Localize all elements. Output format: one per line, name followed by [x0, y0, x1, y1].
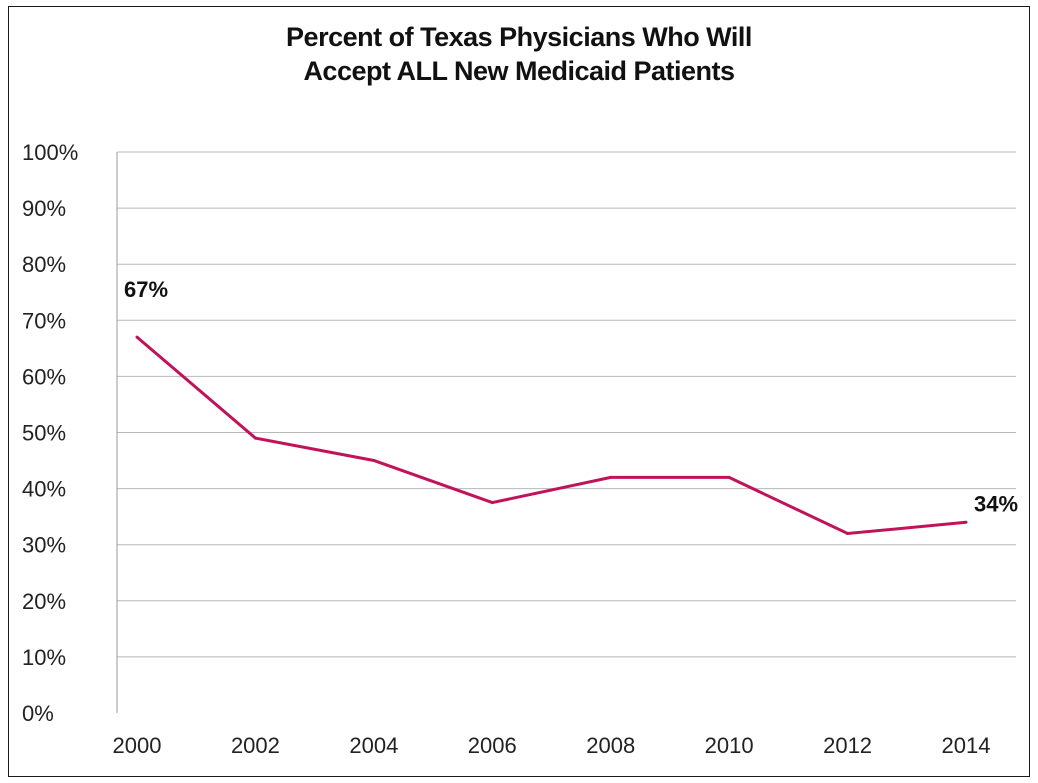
- data-point: [253, 436, 257, 440]
- gridlines: [116, 151, 1016, 713]
- x-tick-label: 2002: [231, 733, 280, 758]
- series-group: [135, 335, 968, 536]
- chart-title-line-1: Percent of Texas Physicians Who Will: [286, 22, 752, 52]
- data-point: [490, 501, 494, 505]
- x-tick-label: 2000: [113, 733, 162, 758]
- data-point: [135, 335, 139, 339]
- y-tick-label: 0%: [22, 701, 54, 726]
- x-tick-label: 2004: [349, 733, 398, 758]
- y-tick-label: 90%: [22, 196, 66, 221]
- data-label: 34%: [974, 491, 1018, 516]
- data-point: [727, 475, 731, 479]
- y-tick-label: 70%: [22, 308, 66, 333]
- data-label: 67%: [124, 277, 168, 302]
- series-line: [136, 335, 967, 536]
- chart-title: Percent of Texas Physicians Who Will Acc…: [0, 20, 1038, 88]
- x-tick-label: 2012: [823, 733, 872, 758]
- x-axis-tick-labels: 2000 2002 2004 2006 2008 2010 2012 2014: [113, 733, 991, 758]
- data-point: [964, 520, 968, 524]
- y-tick-label: 20%: [22, 589, 66, 614]
- chart-frame: [8, 6, 1030, 777]
- y-tick-label: 50%: [22, 421, 66, 446]
- x-tick-label: 2010: [705, 733, 754, 758]
- y-tick-label: 100%: [22, 140, 78, 165]
- x-tick-label: 2006: [468, 733, 517, 758]
- x-tick-label: 2014: [942, 733, 991, 758]
- data-point: [372, 459, 376, 463]
- y-tick-label: 40%: [22, 477, 66, 502]
- data-point: [609, 475, 613, 479]
- y-tick-label: 60%: [22, 364, 66, 389]
- y-tick-label: 80%: [22, 252, 66, 277]
- y-tick-label: 30%: [22, 533, 66, 558]
- y-axis-tick-labels: 0% 10% 20% 30% 40% 50% 60% 70% 80% 90% 100%: [22, 140, 78, 726]
- data-point: [846, 531, 850, 535]
- x-tick-label: 2008: [586, 733, 635, 758]
- chart-title-line-2: Accept ALL New Medicaid Patients: [303, 56, 735, 86]
- y-tick-label: 10%: [22, 645, 66, 670]
- data-labels: 67% 34%: [124, 277, 1018, 516]
